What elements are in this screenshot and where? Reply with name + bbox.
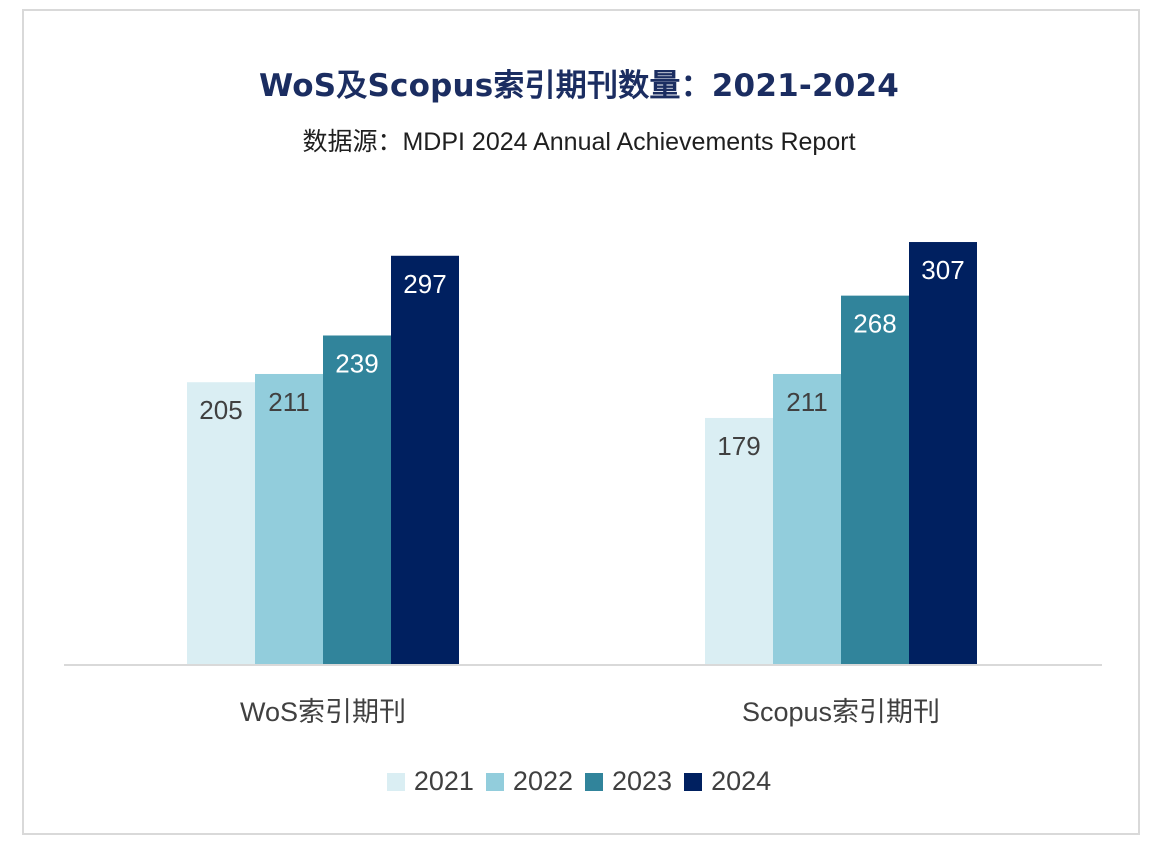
category-label: WoS索引期刊 <box>240 697 406 727</box>
data-label: 297 <box>403 269 446 299</box>
data-label: 239 <box>335 348 378 378</box>
data-label: 211 <box>786 387 827 417</box>
chart-legend: 2021 2022 2023 2024 <box>0 766 1158 797</box>
legend-swatch <box>486 773 504 791</box>
bar-2023-scopus <box>841 296 909 664</box>
legend-item-2023: 2023 <box>585 766 672 797</box>
legend-label: 2021 <box>414 766 474 797</box>
bar-2024-wos <box>391 256 459 664</box>
bar-2022-scopus <box>773 374 841 664</box>
bar-2024-scopus <box>909 242 977 664</box>
legend-swatch <box>585 773 603 791</box>
bar-2023-wos <box>323 335 391 664</box>
data-label: 179 <box>717 431 760 461</box>
legend-swatch <box>387 773 405 791</box>
legend-item-2024: 2024 <box>684 766 771 797</box>
data-label: 268 <box>853 309 896 339</box>
legend-label: 2023 <box>612 766 672 797</box>
legend-swatch <box>684 773 702 791</box>
data-label: 211 <box>268 387 309 417</box>
bar-2022-wos <box>255 374 323 664</box>
data-label: 205 <box>199 395 242 425</box>
legend-item-2022: 2022 <box>486 766 573 797</box>
legend-item-2021: 2021 <box>387 766 474 797</box>
category-label: Scopus索引期刊 <box>742 697 940 727</box>
legend-label: 2022 <box>513 766 573 797</box>
data-label: 307 <box>921 255 964 285</box>
legend-label: 2024 <box>711 766 771 797</box>
